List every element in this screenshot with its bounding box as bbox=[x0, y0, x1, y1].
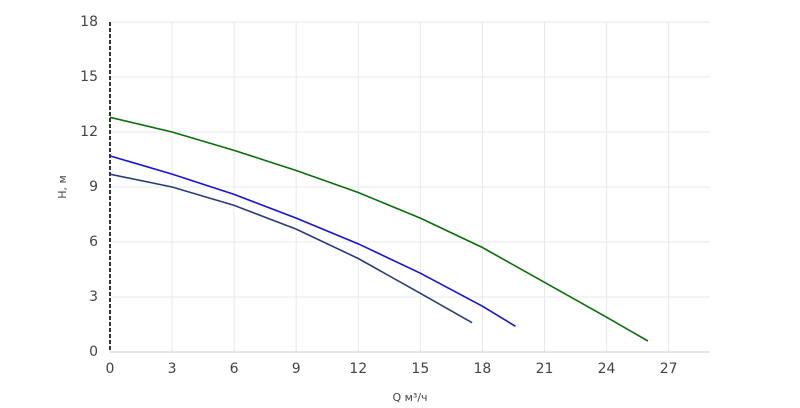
x-tick-label: 6 bbox=[230, 361, 239, 377]
x-tick-label: 9 bbox=[292, 361, 301, 377]
x-tick-label: 24 bbox=[598, 361, 616, 377]
curve bbox=[109, 116, 649, 342]
y-tick-label: 12 bbox=[80, 124, 98, 140]
x-tick-label: 21 bbox=[536, 361, 554, 377]
y-tick-label: 0 bbox=[89, 344, 98, 360]
y-tick-label: 9 bbox=[89, 179, 98, 195]
y-tick-label: 15 bbox=[80, 69, 98, 85]
x-tick-label: 3 bbox=[168, 361, 177, 377]
x-tick-label: 12 bbox=[349, 361, 367, 377]
x-tick-label: 18 bbox=[473, 361, 491, 377]
x-axis-label: Q м³/ч bbox=[392, 391, 427, 404]
y-axis-label: H, м bbox=[56, 175, 69, 199]
y-tick-label: 6 bbox=[89, 234, 98, 250]
x-tick-label: 27 bbox=[660, 361, 678, 377]
curve bbox=[109, 155, 516, 328]
y-tick-label: 18 bbox=[80, 14, 98, 30]
y-tick-label: 3 bbox=[89, 289, 98, 305]
curve bbox=[109, 173, 473, 324]
x-tick-label: 0 bbox=[106, 361, 115, 377]
x-tick-label: 15 bbox=[411, 361, 429, 377]
